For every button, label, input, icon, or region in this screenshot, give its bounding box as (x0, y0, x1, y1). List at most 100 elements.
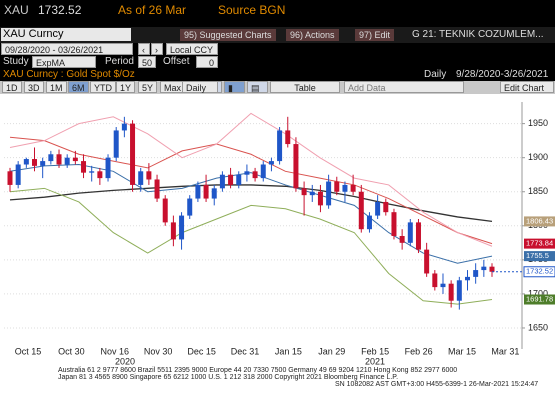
candle-body (105, 157, 111, 179)
value-badge-label: 1691.78 (526, 294, 553, 303)
suggested-charts[interactable]: 95) Suggested Charts (180, 29, 276, 41)
frequency-select[interactable]: Daily (182, 81, 218, 93)
candle-body (268, 161, 274, 165)
x-tick-label: Mar 31 (491, 346, 519, 356)
study[interactable]: ExpMA (32, 56, 96, 68)
candle-body (113, 130, 119, 158)
add-data[interactable]: Add Data (344, 81, 464, 93)
candle-body (130, 123, 136, 185)
candle-body (481, 266, 487, 271)
y-tick-label: 1650 (528, 322, 548, 332)
candle-body (203, 184, 209, 199)
candle-body (97, 171, 103, 179)
period-button[interactable]: 1D (2, 81, 22, 93)
value-badge-label: 1755.5 (526, 251, 549, 260)
as-of: As of 26 Mar (118, 3, 187, 17)
x-tick-label: Oct 30 (58, 346, 85, 356)
candle-body (350, 184, 356, 192)
candle-body (244, 171, 250, 175)
period-button[interactable]: 6M (68, 81, 89, 93)
candle-body (432, 273, 438, 288)
y-tick-label: 1950 (528, 118, 548, 128)
period-button[interactable]: 1Y (116, 81, 136, 93)
value-badge-label: 1773.84 (526, 239, 553, 248)
x-tick-label: Jan 15 (275, 346, 302, 356)
candle-body (40, 161, 46, 166)
value-badge (524, 238, 555, 249)
period[interactable]: 50 (138, 56, 156, 68)
candle-body (89, 171, 95, 173)
candle-body (211, 188, 217, 199)
actions[interactable]: 96) Actions (286, 29, 339, 41)
candle-body (187, 198, 193, 216)
year-label: 2020 (115, 356, 135, 366)
candle-body (456, 280, 462, 301)
period-button[interactable]: 1M (46, 81, 67, 93)
period-button[interactable]: 3D (24, 81, 44, 93)
security-desc: XAU Curncy : Gold Spot $/Oz (3, 69, 135, 80)
tool-icon[interactable]: ▮ (224, 81, 245, 93)
edit[interactable]: 97) Edit (355, 29, 395, 41)
candle-body (219, 174, 225, 189)
candle-body (252, 171, 258, 179)
candle-body (399, 236, 405, 243)
value-badge (524, 216, 555, 227)
candle-body (121, 123, 127, 131)
offset[interactable]: 0 (196, 56, 218, 68)
candle-body (309, 191, 315, 196)
offset-label: Offset (163, 56, 190, 67)
study-line (9, 163, 493, 264)
candle-body (162, 198, 168, 223)
y-tick-label: 1850 (528, 186, 548, 196)
period-button[interactable]: YTD (90, 81, 116, 93)
candle-body (448, 283, 454, 301)
command-bar: XAU Curncy 95) Suggested Charts 96) Acti… (0, 27, 555, 43)
candle-body (317, 191, 323, 206)
footer-line: SN 1082082 AST GMT+3:00 H455-6399-1 26-M… (335, 381, 538, 388)
x-tick-label: Nov 16 (101, 346, 130, 356)
x-tick-label: Nov 30 (144, 346, 173, 356)
chart: 2020 2021 Australia 61 2 9777 8600 Brazi… (0, 94, 555, 400)
year-label: 2021 (365, 356, 385, 366)
candle-body (366, 215, 372, 230)
candle-body (236, 174, 242, 185)
candle-body (358, 191, 364, 230)
candle-body (138, 171, 144, 185)
value-badge (523, 266, 555, 278)
candle-body (326, 181, 332, 206)
period-button[interactable]: 5Y (138, 81, 158, 93)
subheader: XAU Curncy : Gold Spot $/Oz Daily 9/28/2… (0, 69, 555, 81)
candle-body (464, 276, 470, 281)
toolbar: ⌇ ▮ ▤ Table Add Data Edit Chart 1D3D1M6M… (0, 81, 555, 94)
source: Source BGN (218, 3, 286, 17)
candle-body (342, 184, 348, 192)
value-badge-label: 1806.43 (526, 216, 553, 225)
header-bar: XAU 1732.52 As of 26 Mar Source BGN (0, 0, 555, 20)
x-tick-label: Oct 15 (15, 346, 42, 356)
candle-body (228, 174, 234, 185)
candle-body (424, 249, 430, 274)
candle-body (383, 201, 389, 213)
study-line (9, 112, 493, 247)
ticker: XAU (4, 3, 29, 17)
candle-body (48, 154, 54, 162)
x-tick-label: Mar 15 (448, 346, 476, 356)
study-row: Study ExpMA Period 50 Offset 0 (0, 56, 555, 69)
security-input[interactable]: XAU Curncy (1, 28, 131, 41)
table[interactable]: Table (270, 81, 340, 93)
candle-body (72, 157, 78, 162)
prev-arrow[interactable]: ‹ (138, 43, 150, 55)
edit-chart[interactable]: Edit Chart (500, 81, 554, 93)
tool-icon[interactable]: ▤ (247, 81, 268, 93)
next-arrow[interactable]: › (151, 43, 163, 55)
candle-body (56, 154, 62, 165)
value-badge (524, 251, 555, 262)
date-range[interactable]: 09/28/2020 - 03/26/2021 (1, 43, 133, 55)
x-tick-label: Dec 15 (187, 346, 216, 356)
candle-body (375, 201, 381, 216)
candle-body (154, 179, 160, 199)
currency[interactable]: Local CCY (166, 43, 218, 55)
candle-body (293, 144, 299, 189)
candle-body (195, 184, 201, 199)
candle-body (440, 283, 446, 288)
